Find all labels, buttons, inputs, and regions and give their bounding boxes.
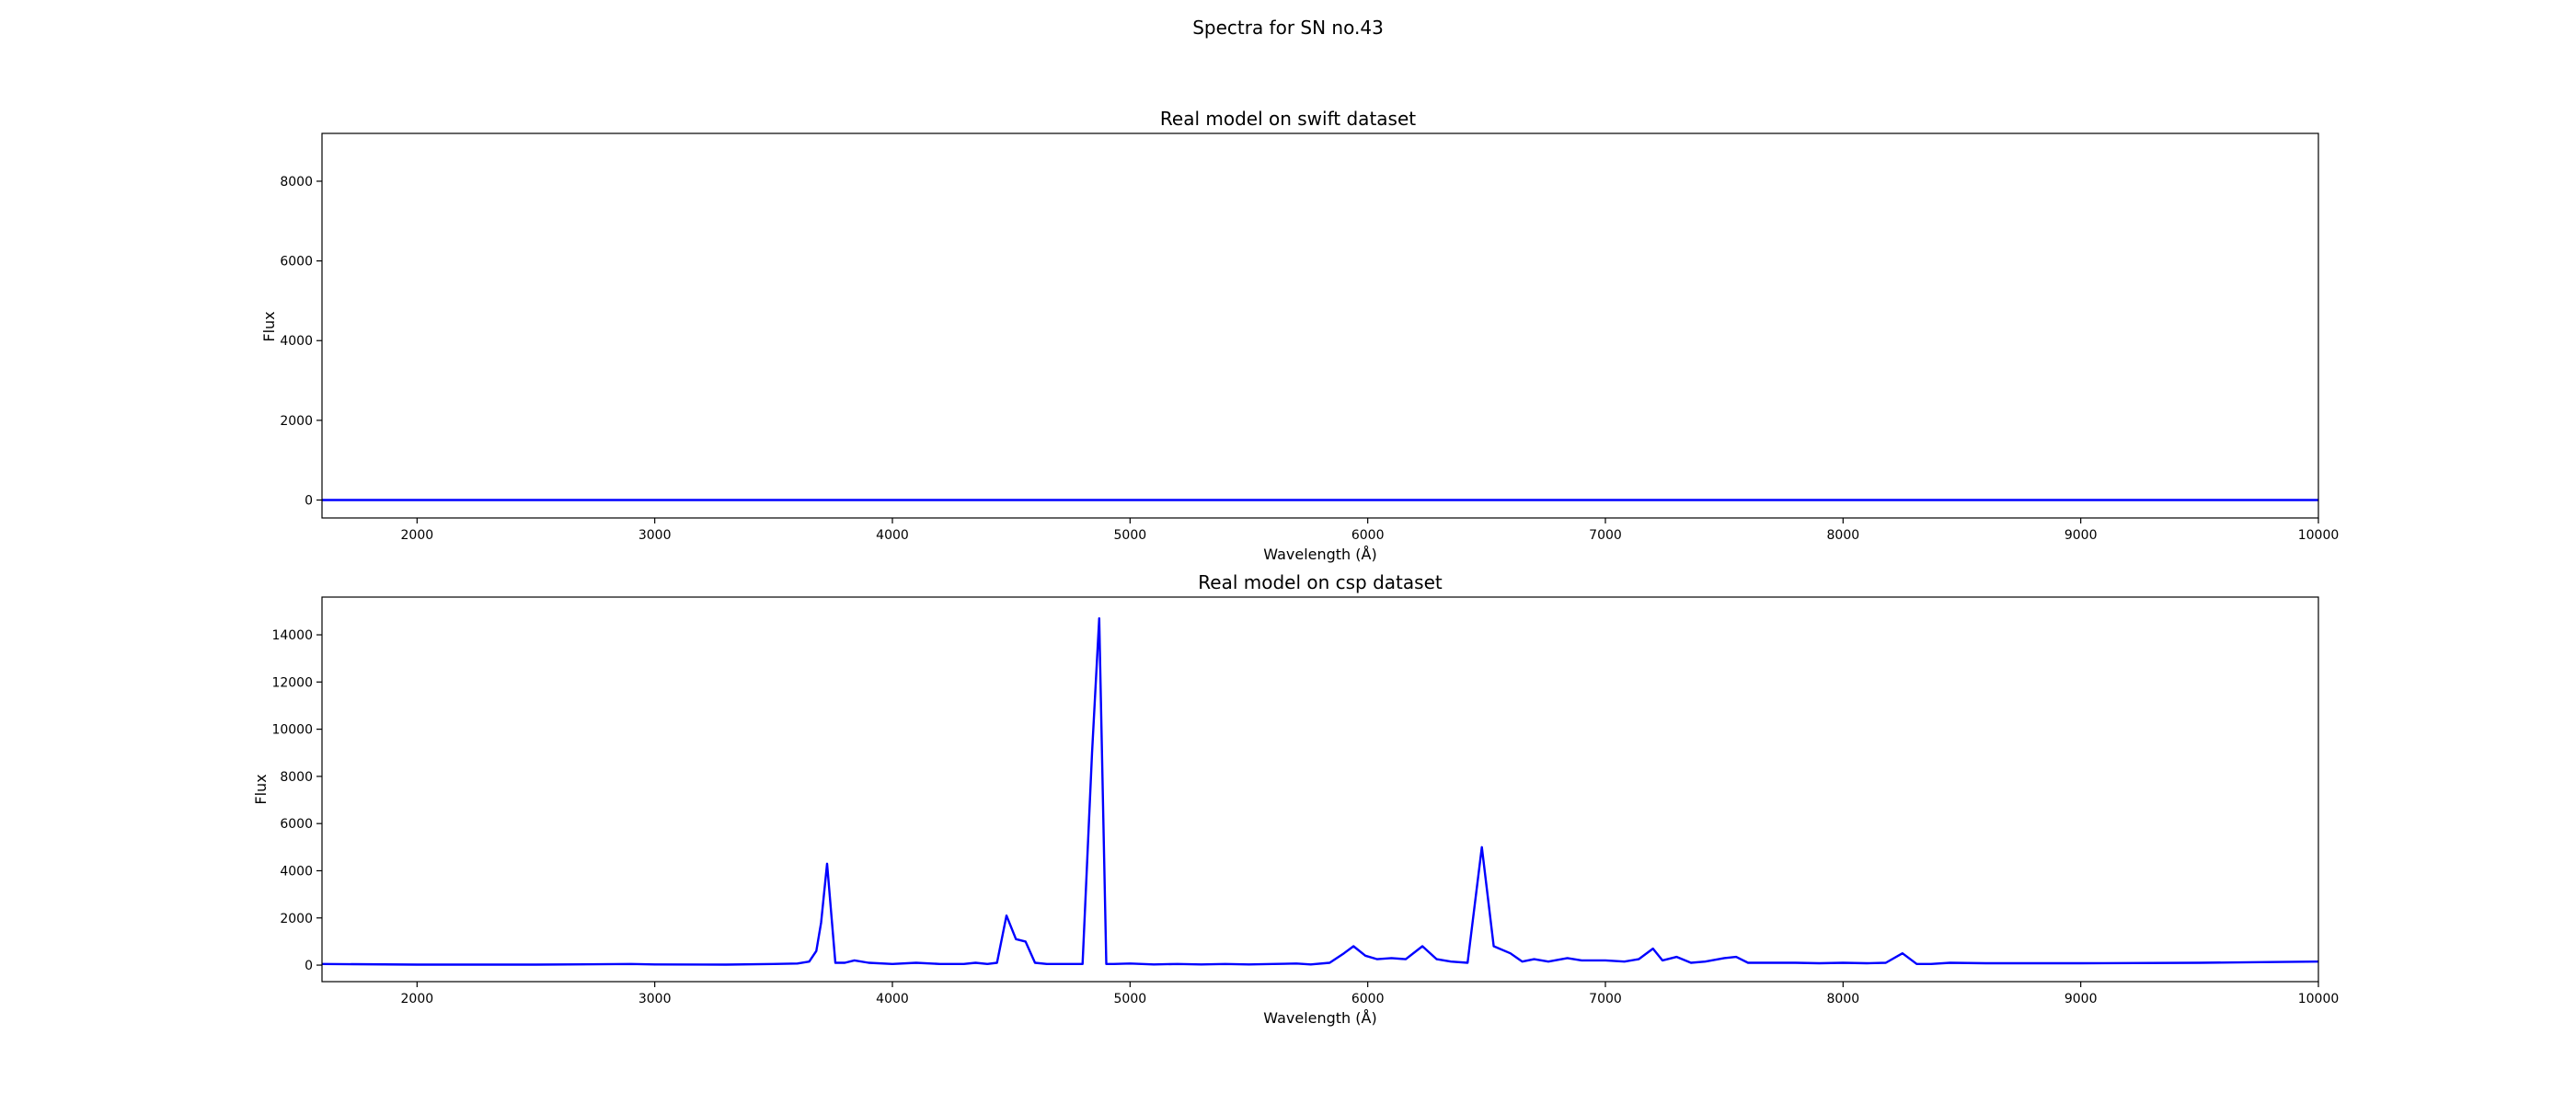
csp-y-tick-label: 8000 [280, 770, 313, 785]
swift-y-axis-label: Flux [260, 311, 278, 341]
csp-axes-frame [321, 596, 2319, 983]
csp-y-tick-label: 12000 [271, 675, 313, 690]
csp-x-tick-label: 10000 [2298, 992, 2340, 1006]
swift-x-tick-label: 4000 [876, 528, 909, 543]
swift-x-tick-label: 10000 [2298, 528, 2340, 543]
swift-x-tick-label: 9000 [2064, 528, 2098, 543]
csp-axes-title: Real model on csp dataset [1198, 571, 1443, 593]
swift-y-tick-label: 2000 [280, 414, 313, 429]
swift-y-tick-label: 8000 [280, 175, 313, 190]
swift-y-ticks: 0 2000 4000 6000 8000 [280, 175, 322, 509]
csp-x-tick-label: 2000 [401, 992, 434, 1006]
csp-x-tick-label: 5000 [1114, 992, 1147, 1006]
swift-x-tick-label: 5000 [1114, 528, 1147, 543]
swift-x-tick-label: 3000 [638, 528, 672, 543]
csp-x-ticks: 2000 3000 4000 5000 6000 7000 8000 9000 10000 [401, 982, 2340, 1006]
csp-x-tick-label: 7000 [1589, 992, 1622, 1006]
csp-x-tick-label: 4000 [876, 992, 909, 1006]
csp-spectrum-axes: Real model on csp dataset 2000 3000 4000 50… [252, 571, 2339, 1027]
swift-axes-frame [321, 132, 2319, 519]
swift-y-tick-label: 6000 [280, 255, 313, 270]
swift-y-tick-label: 4000 [280, 334, 313, 349]
swift-spectrum-axes: Real model on swift dataset 2000 3000 4000… [260, 108, 2339, 563]
csp-y-ticks: 0 2000 4000 6000 8000 10000 12000 14000 [271, 628, 322, 973]
swift-y-tick-label: 0 [305, 494, 313, 509]
csp-x-tick-label: 9000 [2064, 992, 2098, 1006]
csp-y-tick-label: 4000 [280, 864, 313, 879]
csp-x-tick-label: 3000 [638, 992, 672, 1006]
csp-spectrum-line [321, 616, 2319, 966]
csp-y-axis-label: Flux [252, 774, 270, 804]
swift-x-ticks: 2000 3000 4000 5000 6000 7000 8000 9000 10000 [401, 518, 2340, 543]
swift-x-tick-label: 7000 [1589, 528, 1622, 543]
csp-y-tick-label: 0 [305, 959, 313, 973]
csp-plot-area [321, 616, 2319, 966]
csp-x-tick-label: 6000 [1351, 992, 1385, 1006]
swift-x-tick-label: 8000 [1827, 528, 1860, 543]
csp-x-axis-label: Wavelength (Å) [1263, 1009, 1376, 1027]
swift-x-tick-label: 6000 [1351, 528, 1385, 543]
figure-suptitle: Spectra for SN no.43 [1192, 17, 1384, 39]
csp-x-tick-label: 8000 [1827, 992, 1860, 1006]
swift-axes-title: Real model on swift dataset [1160, 108, 1416, 130]
csp-y-tick-label: 2000 [280, 912, 313, 926]
swift-x-axis-label: Wavelength (Å) [1263, 546, 1376, 563]
csp-y-tick-label: 14000 [271, 628, 313, 643]
csp-y-tick-label: 10000 [271, 723, 313, 738]
csp-y-tick-label: 6000 [280, 817, 313, 832]
swift-x-tick-label: 2000 [401, 528, 434, 543]
